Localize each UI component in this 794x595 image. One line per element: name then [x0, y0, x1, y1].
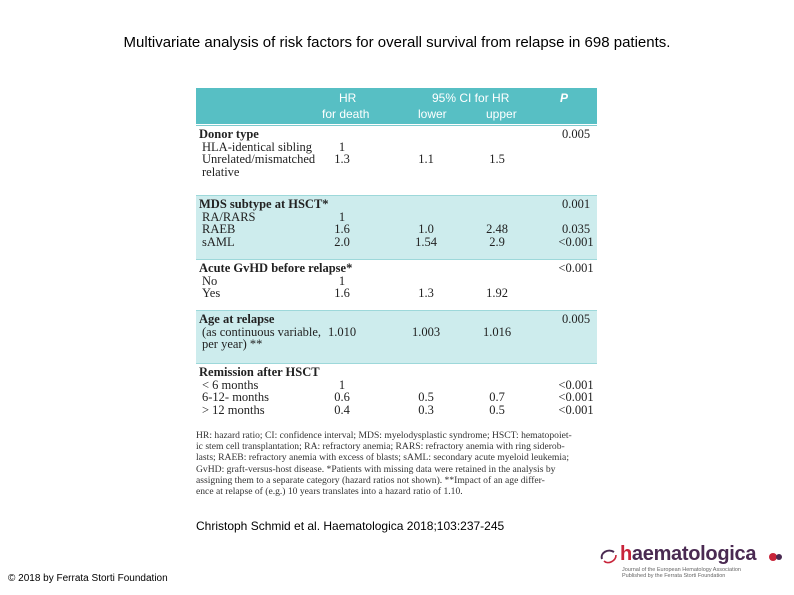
- logo-mark-icon: [769, 553, 782, 561]
- header-hr: HR: [339, 91, 357, 105]
- footnote-line: ence at relapse of (e.g.) 10 years trans…: [196, 486, 463, 498]
- ci-lower-value: 1.1: [418, 152, 434, 166]
- hr-value: 2.0: [334, 234, 350, 249]
- table-footnote: HR: hazard ratio; CI: confidence interva…: [196, 430, 601, 497]
- hr-value: 1.3: [334, 152, 350, 166]
- section-header-row: Donor type 0.005: [196, 127, 597, 141]
- slide-title: Multivariate analysis of risk factors fo…: [123, 34, 671, 51]
- section-label: Acute GvHD before relapse*: [199, 261, 353, 275]
- header-for-death: for death: [322, 107, 370, 121]
- table-row: (as continuous variable, 1.010 1.003 1.016: [196, 324, 597, 339]
- section-p-value: <0.001: [558, 261, 594, 275]
- hr-value: 1: [338, 209, 346, 224]
- hr-value: 1: [338, 273, 346, 288]
- table-row: > 12 months 0.4 0.3 0.5 <0.001: [196, 402, 597, 417]
- row-label: RA/RARS: [202, 209, 256, 224]
- logo-subtitle: Published by the Ferrata Storti Foundati…: [622, 573, 726, 579]
- logo-wordmark: haematologica: [620, 543, 757, 565]
- row-label: > 12 months: [202, 402, 265, 417]
- logo-swirl-icon: [600, 549, 617, 564]
- ci-upper-value: 0.5: [489, 402, 505, 417]
- header-p: P: [560, 91, 569, 105]
- ci-lower-value: 0.3: [418, 402, 434, 417]
- row-label: < 6 months: [202, 377, 259, 392]
- ci-upper-value: 1.016: [482, 324, 512, 339]
- section-header-row: Remission after HSCT: [196, 365, 597, 379]
- row-label: Unrelated/mismatched: [202, 152, 316, 166]
- row-label: (as continuous variable,: [202, 324, 322, 339]
- header-lower: lower: [418, 107, 447, 121]
- table-row: sAML 2.0 1.54 2.9 <0.001: [196, 234, 597, 249]
- row-label: sAML: [202, 234, 235, 249]
- ci-lower-value: 1.54: [415, 234, 437, 249]
- ci-lower-value: 1.003: [411, 324, 441, 339]
- table-section: Donor type 0.005 HLA-identical sibling 1 Unr…: [196, 125, 597, 195]
- ci-upper-value: 1.92: [486, 286, 508, 300]
- section-header-row: Acute GvHD before relapse* <0.001: [196, 261, 597, 275]
- table-row: RAEB 1.6 1.0 2.48 0.035: [196, 222, 597, 236]
- ci-upper-value: 2.9: [489, 234, 505, 249]
- hr-value: 1: [338, 377, 346, 392]
- p-value: <0.001: [558, 377, 594, 392]
- table-row: Unrelated/mismatched 1.3 1.1 1.5: [196, 152, 597, 166]
- hr-value: 1: [338, 139, 346, 154]
- section-header-row: Age at relapse 0.005: [196, 312, 597, 326]
- citation: Christoph Schmid et al. Haematologica 20…: [196, 519, 505, 533]
- footnote-line: ic stem cell transplantation; RA: refrac…: [196, 441, 565, 453]
- hr-value: 1.6: [334, 222, 350, 236]
- section-label: Age at relapse: [199, 312, 275, 326]
- ci-lower-value: 1.0: [418, 222, 434, 236]
- p-value: <0.001: [558, 390, 594, 404]
- row-label: 6-12- months: [202, 390, 270, 404]
- header-upper: upper: [486, 107, 517, 121]
- section-header-row: MDS subtype at HSCT* 0.001: [196, 197, 597, 211]
- hr-value: 1.6: [334, 286, 350, 300]
- row-label: RAEB: [202, 222, 236, 236]
- table-row: RA/RARS 1: [196, 209, 597, 224]
- footnote-line: assigning them to a separate category (h…: [196, 474, 545, 486]
- row-label: Yes: [202, 286, 221, 300]
- footnote-line: HR: hazard ratio; CI: confidence interva…: [196, 430, 572, 441]
- section-label: MDS subtype at HSCT*: [199, 197, 329, 211]
- risk-factor-table: HR for death 95% CI for HR lower upper P…: [196, 88, 597, 440]
- table-row: per year) **: [196, 337, 597, 351]
- p-value: 0.035: [561, 222, 591, 236]
- section-label: Remission after HSCT: [199, 365, 320, 379]
- p-value: <0.001: [558, 402, 594, 417]
- haematologica-logo: haematologica Journal of the European He…: [598, 543, 788, 583]
- ci-lower-value: 0.5: [418, 390, 434, 404]
- section-label: Donor type: [199, 127, 259, 141]
- table-row: relative: [196, 164, 597, 179]
- table-section: Acute GvHD before relapse* <0.001 No 1 Yes 1.…: [196, 259, 597, 310]
- footnote-line: lasts; RAEB: refractory anemia with exce…: [196, 452, 569, 464]
- section-p-value: 0.005: [561, 127, 591, 141]
- hr-value: 0.4: [334, 402, 350, 417]
- table-row: No 1: [196, 273, 597, 288]
- table-row: HLA-identical sibling 1: [196, 139, 597, 154]
- section-p-value: 0.005: [561, 312, 591, 326]
- hr-value: 0.6: [334, 390, 350, 404]
- section-p-value: 0.001: [561, 197, 591, 211]
- copyright: © 2018 by Ferrata Storti Foundation: [8, 573, 168, 584]
- header-ci: 95% CI for HR: [432, 91, 510, 105]
- row-label: HLA-identical sibling: [202, 139, 313, 154]
- ci-upper-value: 1.5: [489, 152, 505, 166]
- hr-value: 1.010: [327, 324, 357, 339]
- table-section: Age at relapse 0.005 (as continuous variab…: [196, 310, 597, 363]
- p-value: <0.001: [558, 234, 594, 249]
- ci-upper-value: 0.7: [489, 390, 505, 404]
- footnote-line: GvHD: graft-versus-host disease. *Patien…: [196, 463, 556, 475]
- table-row: 6-12- months 0.6 0.5 0.7 <0.001: [196, 390, 597, 404]
- row-label: per year) **: [202, 337, 263, 351]
- table-header: HR for death 95% CI for HR lower upper P: [196, 88, 597, 124]
- table-section: MDS subtype at HSCT* 0.001 RA/RARS 1 RAEB 1.6…: [196, 195, 597, 259]
- table-row: < 6 months 1 <0.001: [196, 377, 597, 392]
- logo-subtitle: Journal of the European Hematology Assoc…: [622, 567, 741, 573]
- ci-lower-value: 1.3: [418, 286, 434, 300]
- table-section: Remission after HSCT < 6 months 1 <0.001 6-1…: [196, 363, 597, 440]
- row-label: No: [202, 273, 218, 288]
- table-row: Yes 1.6 1.3 1.92: [196, 286, 597, 300]
- row-label: relative: [202, 164, 240, 179]
- ci-upper-value: 2.48: [486, 222, 508, 236]
